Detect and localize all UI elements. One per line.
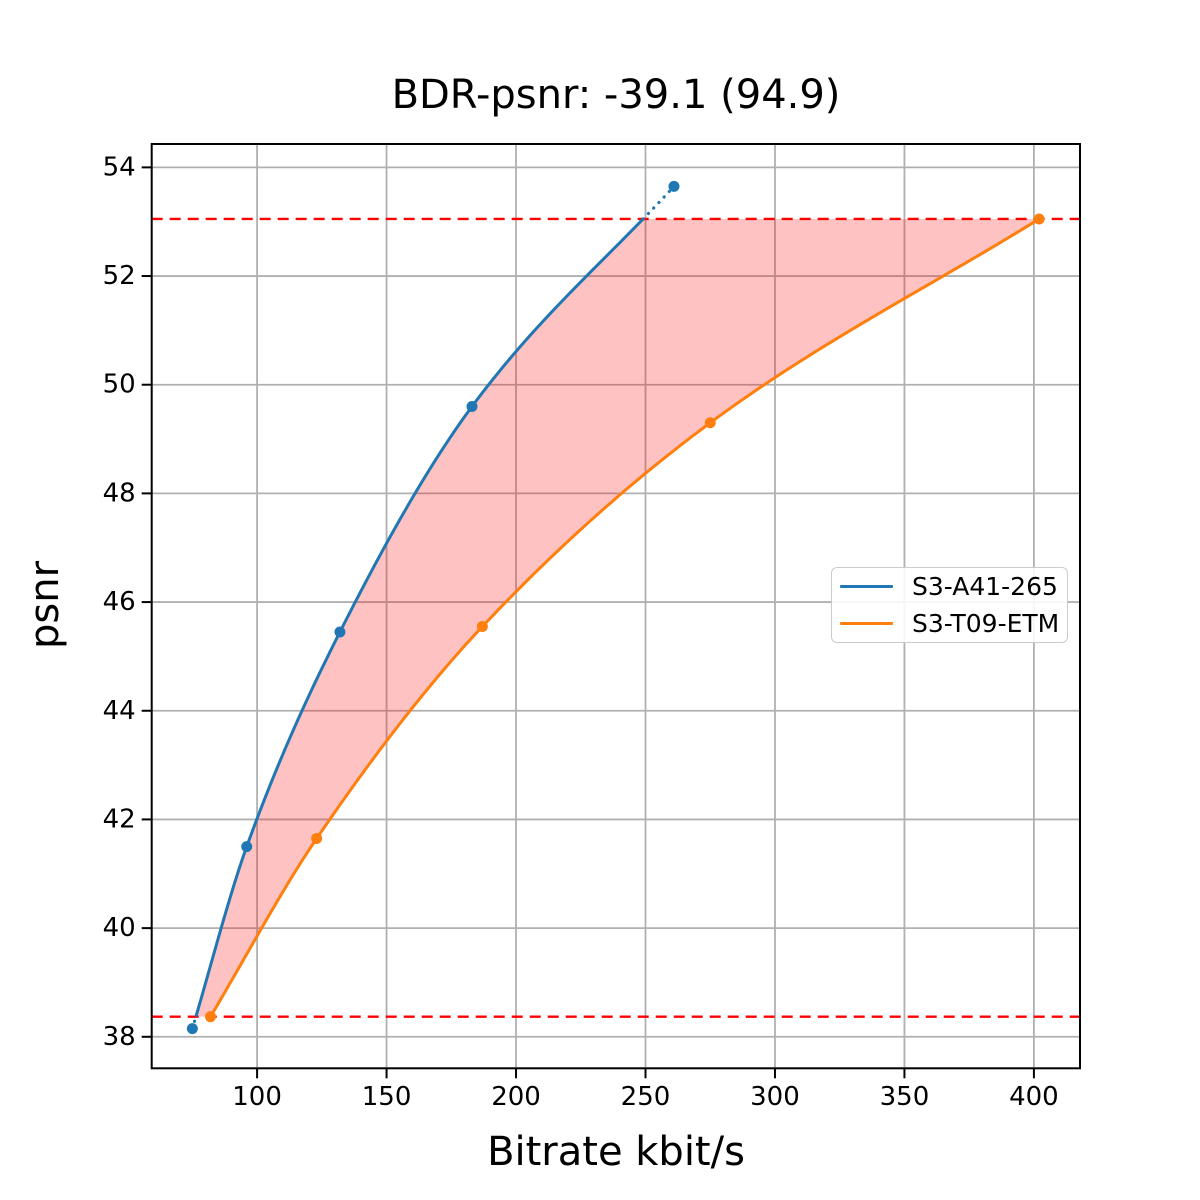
svg-text:40: 40 (103, 913, 136, 943)
svg-text:50: 50 (103, 370, 136, 400)
svg-text:250: 250 (621, 1082, 671, 1112)
y-axis-label: psnr (22, 560, 68, 650)
legend-entry-s3-t09-etm: S3-T09-ETM (832, 607, 1067, 641)
svg-text:200: 200 (491, 1082, 541, 1112)
svg-text:46: 46 (103, 587, 136, 617)
svg-text:350: 350 (880, 1082, 930, 1112)
svg-text:42: 42 (103, 804, 136, 834)
legend-line-sample-blue (840, 584, 893, 589)
svg-text:44: 44 (103, 696, 136, 726)
svg-text:100: 100 (232, 1082, 282, 1112)
svg-text:150: 150 (362, 1082, 412, 1112)
legend-label: S3-T09-ETM (912, 609, 1060, 638)
legend-line-sample-orange (840, 621, 893, 626)
svg-text:48: 48 (103, 478, 136, 508)
svg-text:54: 54 (103, 152, 136, 182)
x-axis-label: Bitrate kbit/s (487, 1129, 745, 1175)
chart-title: BDR-psnr: -39.1 (94.9) (391, 72, 841, 118)
svg-text:300: 300 (750, 1082, 800, 1112)
svg-text:52: 52 (103, 261, 136, 291)
legend: S3-A41-265 S3-T09-ETM (831, 567, 1068, 643)
legend-label: S3-A41-265 (912, 572, 1058, 601)
svg-text:38: 38 (103, 1022, 136, 1052)
legend-entry-s3-a41-265: S3-A41-265 (832, 570, 1067, 604)
svg-text:400: 400 (1009, 1082, 1059, 1112)
